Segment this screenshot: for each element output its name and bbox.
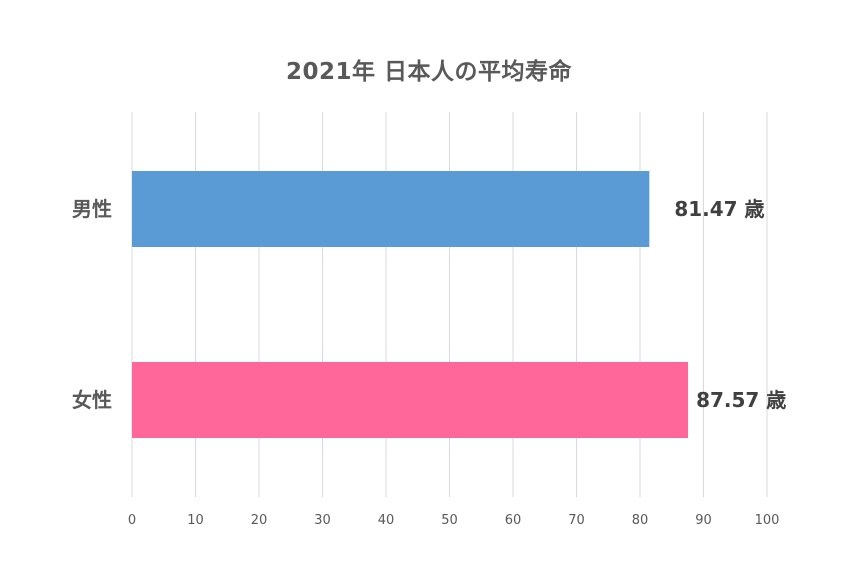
category-label: 男性 bbox=[72, 197, 112, 221]
x-tick-label: 0 bbox=[128, 513, 136, 528]
gridlines bbox=[131, 112, 768, 497]
x-tick-label: 40 bbox=[378, 513, 395, 528]
bars bbox=[132, 171, 689, 438]
x-tick-label: 10 bbox=[187, 513, 204, 528]
chart-title: 2021年 日本人の平均寿命 bbox=[285, 59, 573, 85]
x-tick-label: 60 bbox=[505, 513, 522, 528]
data-label: 87.57 歳 bbox=[696, 388, 786, 412]
bar-female bbox=[132, 362, 689, 438]
labels: 0 10 20 30 40 50 60 70 80 90 100 男性 81.47 歳女性 87.57 歳 bbox=[72, 197, 786, 528]
data-label: 81.47 歳 bbox=[674, 197, 764, 221]
x-tick-label: 90 bbox=[695, 513, 712, 528]
category-label: 女性 bbox=[72, 388, 112, 412]
x-tick-label: 20 bbox=[251, 513, 268, 528]
bar-male bbox=[132, 171, 650, 247]
x-tick-label: 50 bbox=[441, 513, 458, 528]
x-tick-label: 70 bbox=[568, 513, 585, 528]
x-tick-label: 100 bbox=[755, 513, 780, 528]
x-tick-label: 30 bbox=[314, 513, 331, 528]
x-tick-label: 80 bbox=[632, 513, 649, 528]
